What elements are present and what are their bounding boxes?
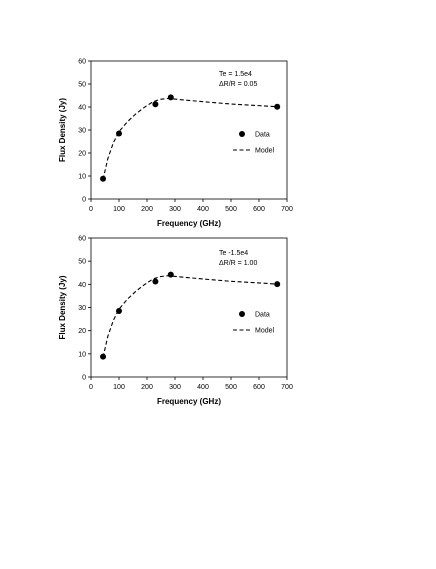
model-series-line — [102, 275, 278, 358]
y-tick-label: 60 — [78, 236, 86, 243]
y-tick-label: 10 — [78, 174, 86, 181]
y-tick-label: 40 — [78, 105, 86, 112]
annotation-text: ΔR/R = 0.05 — [219, 81, 257, 88]
y-tick-label: 20 — [78, 328, 86, 335]
y-tick-label: 30 — [78, 305, 86, 312]
x-tick-label: 200 — [141, 206, 153, 213]
model-series-line — [102, 97, 278, 180]
x-tick-label: 600 — [253, 384, 265, 391]
x-tick-label: 600 — [253, 206, 265, 213]
x-tick-label: 500 — [225, 384, 237, 391]
y-tick-label: 40 — [78, 282, 86, 289]
legend-data-swatch — [239, 131, 245, 137]
data-point — [167, 94, 174, 101]
y-tick-label: 10 — [78, 351, 86, 358]
legend-data-swatch — [239, 311, 245, 317]
legend-label: Model — [255, 328, 275, 335]
y-tick-label: 0 — [82, 197, 86, 204]
legend-label: Model — [255, 148, 275, 155]
x-tick-label: 500 — [225, 206, 237, 213]
legend-label: Data — [255, 132, 270, 139]
annotation-text: ΔR/R = 1.00 — [219, 260, 257, 267]
data-point — [152, 278, 159, 285]
y-tick-label: 0 — [82, 375, 86, 382]
x-tick-label: 100 — [113, 206, 125, 213]
chart-1: 0 100 200 300 400 500 600 700 0 10 20 30 40 50 60 Frequ… — [58, 59, 293, 229]
x-tick-label: 0 — [89, 384, 93, 391]
y-axis-title: Flux Density (Jy) — [58, 98, 67, 162]
x-tick-label: 200 — [141, 384, 153, 391]
x-tick-label: 400 — [197, 384, 209, 391]
chart-2: 0 100 200 300 400 500 600 700 0 10 20 30 40 50 60 Frequ… — [58, 236, 293, 407]
legend: Data Model — [233, 131, 275, 155]
annotation-text: Te = 1.5e4 — [219, 71, 252, 78]
y-tick-label: 50 — [78, 82, 86, 89]
legend-label: Data — [255, 312, 270, 319]
x-tick-label: 0 — [89, 206, 93, 213]
y-axis-title: Flux Density (Jy) — [58, 275, 67, 339]
data-point — [152, 101, 159, 108]
data-point — [274, 281, 281, 288]
legend: Data Model — [233, 311, 275, 335]
x-tick-label: 400 — [197, 206, 209, 213]
x-tick-label: 300 — [169, 384, 181, 391]
x-tick-label: 100 — [113, 384, 125, 391]
y-tick-label: 20 — [78, 151, 86, 158]
x-tick-label: 700 — [281, 206, 293, 213]
x-tick-label: 700 — [281, 384, 293, 391]
x-tick-label: 300 — [169, 206, 181, 213]
x-axis-title: Frequency (GHz) — [157, 219, 221, 228]
y-tick-label: 60 — [78, 59, 86, 66]
y-tick-label: 30 — [78, 128, 86, 135]
annotation-text: Te -1.5e4 — [219, 250, 248, 257]
y-tick-label: 50 — [78, 259, 86, 266]
x-axis-title: Frequency (GHz) — [157, 397, 221, 406]
